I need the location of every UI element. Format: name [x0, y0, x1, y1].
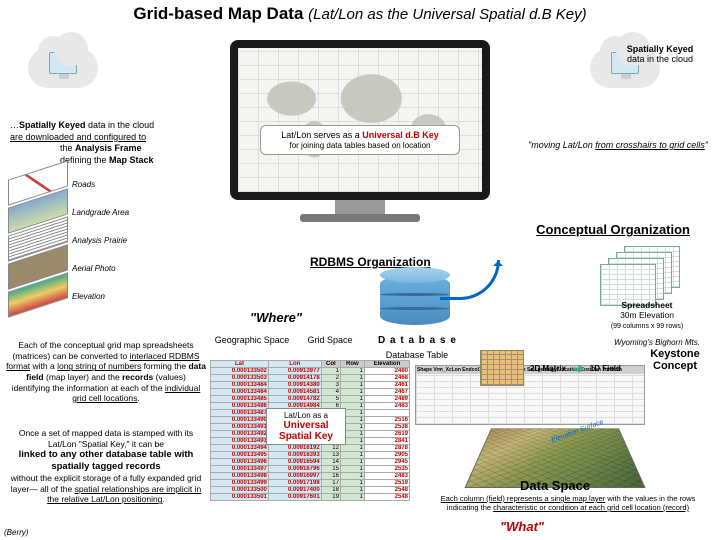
txt: long string of numbers — [57, 361, 141, 371]
monitor-caption: Lat/Lon serves as a Universal d.B Key fo… — [260, 125, 460, 155]
txt: characteristic or condition at each grid… — [493, 503, 689, 512]
dataspace-heading: Data Space — [520, 478, 590, 493]
spreadsheet-stack — [600, 246, 690, 306]
database-label: D a t a b a s e — [378, 335, 457, 346]
world-map — [238, 48, 482, 192]
layer-label: Landgrade Area — [72, 208, 129, 217]
layer-prairie: Analysis Prairie — [8, 226, 138, 254]
txt: Spreadsheet — [621, 300, 672, 310]
matrix-label: 2D Matrix — [530, 364, 566, 373]
caption-sub: for joining data tables based on locatio… — [290, 141, 431, 150]
map-stack-label: Map Stack — [109, 155, 154, 165]
title-sub: (Lat/Lon as the Universal Spatial d.B Ke… — [308, 6, 586, 23]
top-right-caption: Spatially Keyed data in the cloud — [610, 44, 710, 64]
layer-label: Elevation — [72, 292, 105, 301]
universal-key-label: Universal d.B Key — [362, 130, 439, 140]
spatially-keyed-label: Spatially Keyed — [627, 44, 694, 54]
grid-space-label: Grid Space — [300, 335, 360, 345]
layer-roads: Roads — [8, 170, 138, 198]
txt: 30m Elevation — [620, 310, 674, 320]
field-label: 1D Field — [590, 364, 621, 373]
layer-label: Roads — [72, 180, 95, 189]
title-main: Grid-based Map Data — [133, 4, 303, 23]
geo-space-label: Geographic Space — [212, 335, 292, 345]
txt: … — [10, 120, 19, 130]
txt: data in the cloud — [86, 120, 155, 130]
cloud-left — [28, 48, 98, 88]
para2: Once a set of mapped data is stamped wit… — [6, 428, 206, 505]
spreadsheet-caption: Spreadsheet 30m Elevation (99 columns x … — [592, 300, 702, 330]
txt: the — [60, 143, 75, 153]
txt: from crosshairs to grid cells — [595, 140, 705, 150]
txt: forming the — [141, 361, 188, 371]
left-description: …Spatially Keyed data in the cloud are d… — [10, 120, 190, 167]
txt: Each column (field) represents a single … — [441, 494, 606, 503]
map-layer-stack: Roads Landgrade Area Analysis Prairie Ae… — [8, 170, 138, 310]
analysis-frame-label: Analysis Frame — [75, 143, 142, 153]
layer-label: Analysis Prairie — [72, 236, 127, 245]
txt: (99 columns x 99 rows) — [611, 323, 683, 330]
layer-label: Aerial Photo — [72, 264, 116, 273]
para1: Each of the conceptual grid map spreadsh… — [6, 340, 206, 404]
cloud-icon — [28, 48, 98, 88]
txt: "moving Lat/Lon — [528, 140, 595, 150]
monitor-stand — [335, 200, 385, 214]
where-label: "Where" — [250, 310, 302, 325]
txt: Universal — [283, 420, 328, 431]
layer-elevation: Elevation — [8, 282, 138, 310]
keystone-label: Keystone Concept — [640, 348, 710, 372]
caption-text: Lat/Lon serves as a — [281, 130, 362, 140]
linked-label: linked to any other database table with … — [19, 449, 194, 472]
txt: Lat/Lon as a — [284, 411, 328, 420]
txt: " — [705, 140, 708, 150]
cloud-data-label: data in the cloud — [627, 54, 693, 64]
txt: records — [122, 372, 153, 382]
matrix-to-field: 2D Matrix ➜ 1D Field — [480, 350, 621, 386]
txt: Spatially Keyed — [19, 120, 86, 130]
txt: Spatial Key — [279, 431, 333, 442]
bighorn-label: Wyoming's Bighorn Mts. — [614, 338, 700, 347]
layer-aerial: Aerial Photo — [8, 254, 138, 282]
monitor-screen — [238, 48, 482, 192]
usk-caption: Lat/Lon as a Universal Spatial Key — [266, 408, 346, 445]
db-table-label: Database Table — [372, 350, 462, 360]
dataspace-desc: Each column (field) represents a single … — [438, 494, 698, 512]
txt: . — [137, 393, 139, 403]
flat-grid-icon — [480, 350, 524, 386]
monitor-frame — [230, 40, 490, 200]
txt: . — [162, 494, 164, 504]
txt: Once a set of mapped data is stamped wit… — [19, 428, 193, 449]
conceptual-heading: Conceptual Organization — [536, 222, 690, 237]
txt: (map layer) and the — [44, 372, 122, 382]
monitor-base — [300, 214, 420, 222]
computer-icon — [49, 52, 77, 74]
arrow-right-icon: ➜ — [572, 360, 584, 377]
what-label: "What" — [500, 519, 544, 534]
moving-latlon-quote: "moving Lat/Lon from crosshairs to grid … — [528, 140, 708, 150]
page-title: Grid-based Map Data (Lat/Lon as the Univ… — [0, 4, 720, 24]
txt: are downloaded and configured to — [10, 132, 146, 142]
layer-landgrade: Landgrade Area — [8, 198, 138, 226]
curved-arrow-icon — [440, 260, 500, 300]
credit: (Berry) — [4, 528, 28, 537]
txt: with a — [30, 361, 57, 371]
